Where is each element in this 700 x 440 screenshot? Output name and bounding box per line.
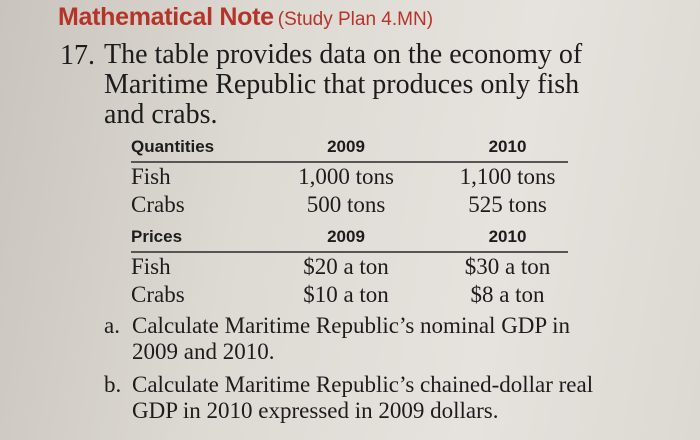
table-row: Fish $20 a ton $30 a ton bbox=[131, 253, 568, 281]
header-cell: 2010 bbox=[488, 227, 527, 246]
table-cell: Crabs bbox=[131, 282, 185, 307]
header-cell: 2009 bbox=[327, 137, 365, 156]
table-cell: 1,100 tons bbox=[459, 164, 556, 189]
question-text: The table provides data on the economy o… bbox=[104, 39, 583, 130]
table-cell: $10 a ton bbox=[303, 282, 389, 307]
table-cell: $20 a ton bbox=[303, 254, 389, 279]
table-row: Fish 1,000 tons 1,100 tons bbox=[131, 163, 568, 191]
table-cell: 500 tons bbox=[306, 192, 386, 217]
part-text: Calculate Maritime Republic’s chained-do… bbox=[132, 372, 594, 423]
heading-title: Mathematical Note bbox=[58, 3, 274, 31]
table-row: Crabs 500 tons 525 tons bbox=[131, 191, 568, 219]
table-cell: $8 a ton bbox=[470, 282, 545, 307]
part-text: Calculate Maritime Republic’s nominal GD… bbox=[132, 313, 570, 364]
table-cell: Fish bbox=[131, 164, 171, 189]
table-row: Crabs $10 a ton $8 a ton bbox=[131, 281, 568, 309]
part-label: a. bbox=[104, 313, 120, 338]
quantities-table: Quantities 2009 2010 Fish 1,000 tons 1,1… bbox=[131, 135, 568, 219]
part-label: b. bbox=[104, 372, 122, 397]
section-heading: Mathematical Note (Study Plan 4.MN) bbox=[58, 3, 433, 32]
header-cell: 2009 bbox=[327, 227, 365, 246]
table-cell: 1,000 tons bbox=[298, 164, 394, 189]
header-cell: Quantities bbox=[131, 137, 215, 156]
heading-subtitle: (Study Plan 4.MN) bbox=[277, 9, 434, 30]
prices-table: Prices 2009 2010 Fish $20 a ton $30 a to… bbox=[131, 225, 568, 309]
question-number: 17. bbox=[60, 40, 95, 71]
table-cell: $30 a ton bbox=[464, 254, 551, 279]
header-cell: 2010 bbox=[488, 137, 527, 156]
table-header: Quantities 2009 2010 bbox=[131, 135, 568, 163]
table-cell: 525 tons bbox=[468, 192, 547, 217]
header-cell: Prices bbox=[131, 227, 183, 246]
table-cell: Crabs bbox=[131, 192, 185, 217]
table-cell: Fish bbox=[131, 254, 171, 279]
table-header: Prices 2009 2010 bbox=[131, 225, 568, 253]
